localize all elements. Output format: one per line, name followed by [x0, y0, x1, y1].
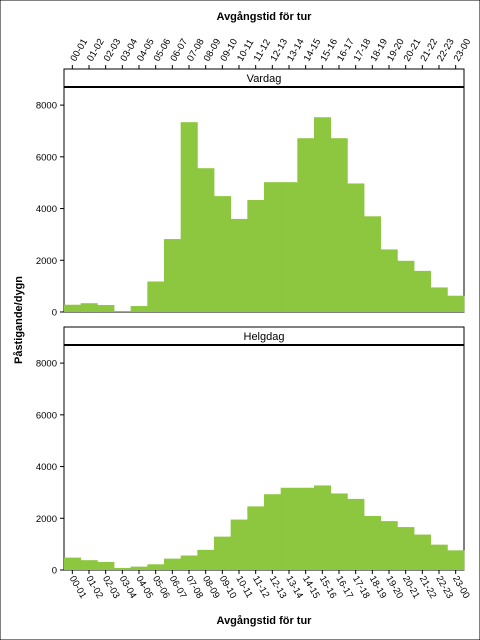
bar-10-11 [230, 519, 248, 570]
bar-11-12 [247, 200, 265, 312]
x-axis-title-bottom: Avgångstid för tur [217, 615, 313, 627]
bar-03-04 [114, 567, 132, 570]
bar-09-10 [214, 536, 232, 570]
panel-vardag: Vardag 0 2000 4000 6000 8000 [36, 68, 465, 319]
bar-02-03 [97, 305, 115, 312]
bar-21-22 [414, 270, 432, 312]
bar-21-22 [414, 534, 432, 570]
y-tick-label: 8000 [36, 359, 57, 370]
y-tick-label: 4000 [36, 462, 57, 473]
bar-23-00 [447, 550, 465, 570]
bar-08-09 [197, 168, 215, 312]
bar-07-08 [180, 122, 198, 312]
y-tick-label: 6000 [36, 152, 57, 163]
bar-14-15 [297, 487, 315, 570]
bar-20-21 [397, 260, 415, 312]
bar-23-00 [447, 295, 465, 312]
bar-10-11 [230, 218, 248, 312]
bar-04-05 [130, 566, 148, 570]
bar-01-02 [80, 560, 98, 570]
bar-22-23 [430, 287, 448, 312]
bar-13-14 [280, 487, 298, 570]
bar-16-17 [330, 493, 348, 570]
bar-01-02 [80, 303, 98, 312]
y-tick-label: 0 [52, 566, 57, 577]
bar-22-23 [430, 544, 448, 570]
bar-04-05 [130, 306, 148, 312]
bar-15-16 [314, 117, 332, 312]
bar-02-03 [97, 561, 115, 570]
y-tick-label: 0 [52, 308, 57, 319]
y-axis-title: Påstigande/dygn [13, 276, 25, 364]
bar-08-09 [197, 549, 215, 570]
bar-05-06 [147, 281, 165, 312]
bar-16-17 [330, 138, 348, 312]
bar-07-08 [180, 555, 198, 570]
bar-12-13 [264, 182, 282, 312]
bar-00-01 [64, 557, 82, 570]
bar-05-06 [147, 564, 165, 570]
panel-helgdag: Helgdag 0 2000 4000 6000 8000 [36, 326, 465, 577]
bar-06-07 [164, 239, 182, 312]
bar-13-14 [280, 182, 298, 312]
bar-00-01 [64, 304, 82, 312]
bar-11-12 [247, 506, 265, 570]
y-tick-label: 8000 [36, 101, 57, 112]
x-axis-title-top: Avgångstid för tur [217, 11, 313, 23]
strip-label: Vardag [247, 73, 282, 85]
bar-19-20 [380, 249, 398, 312]
y-tick-label: 6000 [36, 410, 57, 421]
bar-17-18 [347, 183, 365, 312]
strip-label: Helgdag [244, 331, 285, 343]
bar-06-07 [164, 558, 182, 570]
bar-20-21 [397, 527, 415, 570]
bar-03-04 [114, 310, 132, 312]
y-tick-label: 2000 [36, 514, 57, 525]
bar-14-15 [297, 138, 315, 312]
y-tick-label: 4000 [36, 204, 57, 215]
y-tick-label: 2000 [36, 256, 57, 267]
bar-19-20 [380, 521, 398, 570]
bar-17-18 [347, 498, 365, 570]
bar-12-13 [264, 494, 282, 570]
bar-18-19 [364, 216, 382, 312]
bar-15-16 [314, 485, 332, 570]
bar-18-19 [364, 515, 382, 570]
bar-09-10 [214, 196, 232, 312]
